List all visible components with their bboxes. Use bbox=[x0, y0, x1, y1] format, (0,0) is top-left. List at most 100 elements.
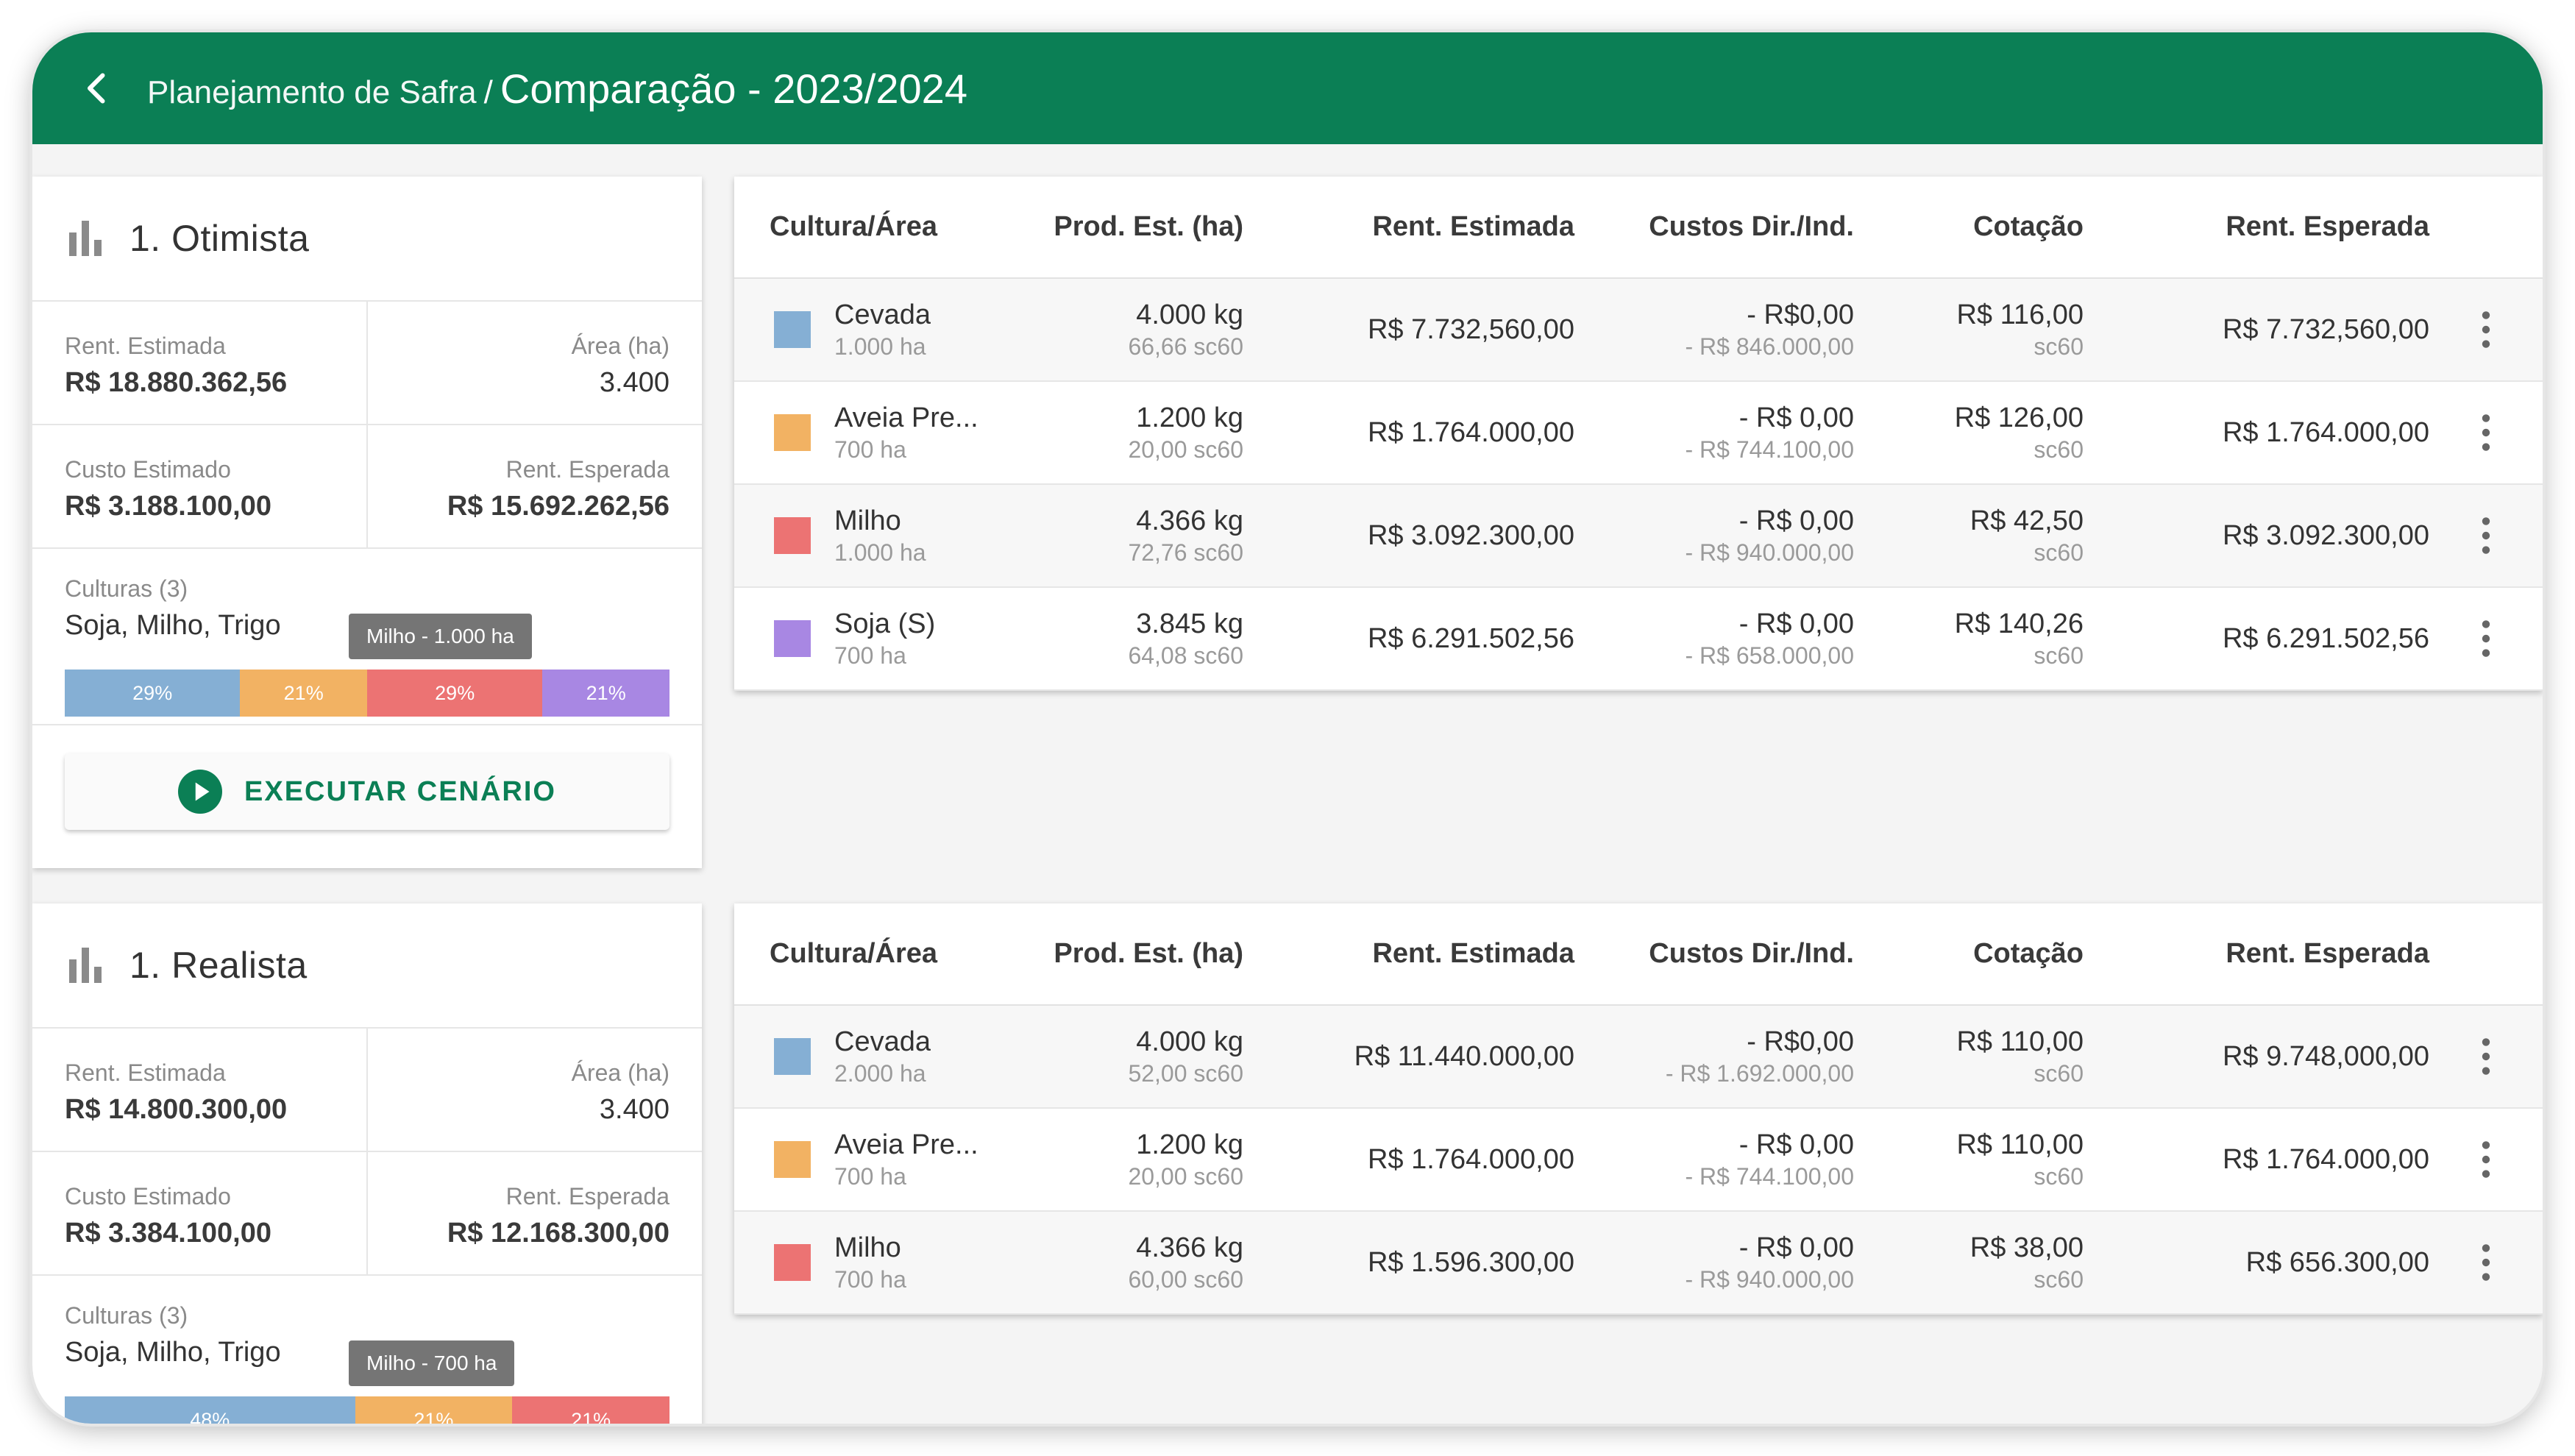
exec-wrap: EXECUTAR CENÁRIO bbox=[32, 725, 702, 848]
rent-estimada-cell: R$ 1.764.000,00 bbox=[1243, 381, 1574, 485]
custos-value: - R$ 0,00 bbox=[1738, 1129, 1854, 1160]
segment-tooltip: Milho - 1.000 ha bbox=[349, 614, 532, 659]
field-label: Custo Estimado bbox=[65, 1183, 231, 1210]
prod-sc60: 52,00 sc60 bbox=[1128, 1060, 1243, 1087]
cotacao-cell: R$ 110,00 sc60 bbox=[1854, 1005, 2084, 1109]
column-header[interactable]: Cotação bbox=[1854, 903, 2084, 1006]
custos-cell: - R$ 0,00 - R$ 744.100,00 bbox=[1574, 1108, 1854, 1212]
rent-esperada-value: R$ 1.764.000,00 bbox=[2222, 416, 2429, 448]
more-vert-icon[interactable] bbox=[2429, 279, 2543, 380]
culture-area: 700 ha bbox=[834, 1266, 906, 1293]
share-segment[interactable]: 21% bbox=[542, 670, 670, 717]
table-row[interactable]: Aveia Pre... 700 ha 1.200 kg 20,00 sc60 R$ 1… bbox=[734, 1108, 2543, 1212]
rent-estimada-value: R$ 1.764.000,00 bbox=[1367, 1143, 1574, 1175]
culture-area: 700 ha bbox=[834, 1163, 906, 1190]
rent-estimada-cell: R$ 1.764.000,00 bbox=[1243, 1108, 1574, 1212]
culture-cell: Milho 1.000 ha bbox=[734, 484, 1043, 588]
more-vert-icon[interactable] bbox=[2429, 382, 2543, 483]
table-row[interactable]: Cevada 1.000 ha 4.000 kg 66,66 sc60 R$ 7.732… bbox=[734, 278, 2543, 382]
field-label: Área (ha) bbox=[571, 333, 670, 359]
table-row[interactable]: Aveia Pre... 700 ha 1.200 kg 20,00 sc60 R$ 1… bbox=[734, 381, 2543, 485]
rent-esperada-cell: R$ 9.748,000,00 bbox=[2084, 1005, 2429, 1109]
breadcrumb-parent[interactable]: Planejamento de Safra bbox=[147, 74, 477, 110]
culture-cell: Soja (S) 700 ha bbox=[734, 587, 1043, 691]
culture-color-swatch bbox=[774, 1141, 811, 1178]
culture-table-panel: Cultura/Área Prod. Est. (ha) Rent. Estim… bbox=[734, 903, 2543, 1315]
column-header[interactable]: Rent. Estimada bbox=[1243, 903, 1574, 1006]
share-segment[interactable]: 48% bbox=[65, 1396, 355, 1424]
cotacao-cell: R$ 38,00 sc60 bbox=[1854, 1211, 2084, 1315]
cotacao-unit: sc60 bbox=[2034, 1060, 2084, 1087]
share-segment[interactable]: 21% bbox=[240, 670, 367, 717]
bar-chart-icon bbox=[69, 221, 102, 256]
share-segment[interactable]: 29% bbox=[65, 670, 241, 717]
prod-sc60: 66,66 sc60 bbox=[1128, 333, 1243, 360]
more-vert-icon[interactable] bbox=[2429, 485, 2543, 586]
column-header[interactable]: Prod. Est. (ha) bbox=[1043, 903, 1243, 1006]
column-header[interactable]: Rent. Esperada bbox=[2084, 903, 2429, 1006]
cotacao-unit: sc60 bbox=[2034, 539, 2084, 566]
table-row[interactable]: Milho 700 ha 4.366 kg 60,00 sc60 R$ 1.596.30… bbox=[734, 1211, 2543, 1315]
prod-cell: 1.200 kg 20,00 sc60 bbox=[1043, 381, 1243, 485]
more-vert-icon[interactable] bbox=[2429, 588, 2543, 689]
rent-esperada-cell: R$ 7.732,560,00 bbox=[2084, 278, 2429, 382]
custo-estimado-field: Custo Estimado R$ 3.384.100,00 bbox=[32, 1152, 366, 1274]
scenario-header: 1. Realista bbox=[32, 903, 702, 1029]
culturas-label: Culturas (3) bbox=[65, 1302, 188, 1329]
field-label: Rent. Estimada bbox=[65, 1059, 226, 1086]
culture-area: 2.000 ha bbox=[834, 1060, 926, 1087]
table-header-row: Cultura/Área Prod. Est. (ha) Rent. Estim… bbox=[734, 177, 2543, 279]
prod-cell: 4.366 kg 60,00 sc60 bbox=[1043, 1211, 1243, 1315]
culture-name: Aveia Pre... bbox=[834, 402, 979, 433]
more-vert-icon[interactable] bbox=[2429, 1109, 2543, 1210]
table-row[interactable]: Soja (S) 700 ha 3.845 kg 64,08 sc60 R$ 6.291… bbox=[734, 587, 2543, 691]
table-row[interactable]: Cevada 2.000 ha 4.000 kg 52,00 sc60 R$ 11.44… bbox=[734, 1005, 2543, 1109]
share-segment[interactable]: 21% bbox=[355, 1396, 513, 1424]
culture-color-swatch bbox=[774, 311, 811, 348]
table-header-row: Cultura/Área Prod. Est. (ha) Rent. Estim… bbox=[734, 903, 2543, 1006]
share-segment[interactable]: 21% bbox=[512, 1396, 670, 1424]
prod-cell: 1.200 kg 20,00 sc60 bbox=[1043, 1108, 1243, 1212]
prod-value: 4.366 kg bbox=[1136, 505, 1243, 536]
back-arrow-icon[interactable] bbox=[75, 66, 119, 110]
culture-color-swatch bbox=[774, 414, 811, 451]
column-header[interactable]: Rent. Estimada bbox=[1243, 177, 1574, 279]
segment-tooltip: Milho - 700 ha bbox=[349, 1340, 515, 1386]
more-vert-icon[interactable] bbox=[2429, 1212, 2543, 1313]
column-header[interactable]: Prod. Est. (ha) bbox=[1043, 177, 1243, 279]
cotacao-unit: sc60 bbox=[2034, 333, 2084, 360]
column-header[interactable]: Cultura/Área bbox=[734, 903, 1043, 1006]
rent-esperada-cell: R$ 6.291.502,56 bbox=[2084, 587, 2429, 691]
custos-value: - R$ 0,00 bbox=[1738, 608, 1854, 639]
culture-share-bar: 29% 21% 29% 21% bbox=[65, 670, 670, 717]
column-header[interactable]: Rent. Esperada bbox=[2084, 177, 2429, 279]
field-value: R$ 15.692.262,56 bbox=[447, 491, 670, 522]
custos-value: - R$0,00 bbox=[1747, 299, 1854, 330]
column-header[interactable]: Cotação bbox=[1854, 177, 2084, 279]
field-value: 3.400 bbox=[599, 367, 670, 398]
execute-scenario-button[interactable]: EXECUTAR CENÁRIO bbox=[65, 753, 670, 830]
rent-estimada-value: R$ 7.732,560,00 bbox=[1367, 313, 1574, 345]
custos-sub: - R$ 846.000,00 bbox=[1685, 333, 1855, 360]
actions-cell bbox=[2429, 484, 2543, 588]
scenario-summary-card: 1. Realista Rent. Estimada R$ 14.800.300… bbox=[32, 903, 702, 1424]
custos-value: - R$ 0,00 bbox=[1738, 505, 1854, 536]
rent-esperada-value: R$ 9.748,000,00 bbox=[2222, 1040, 2429, 1072]
field-label: Rent. Estimada bbox=[65, 333, 226, 359]
prod-value: 4.366 kg bbox=[1136, 1232, 1243, 1263]
custos-value: - R$0,00 bbox=[1747, 1026, 1854, 1057]
table-row[interactable]: Milho 1.000 ha 4.366 kg 72,76 sc60 R$ 3.092.… bbox=[734, 484, 2543, 588]
column-header[interactable]: Custos Dir./Ind. bbox=[1574, 177, 1854, 279]
share-segment[interactable]: 29% bbox=[367, 670, 543, 717]
more-vert-icon[interactable] bbox=[2429, 1006, 2543, 1107]
custos-cell: - R$ 0,00 - R$ 940.000,00 bbox=[1574, 484, 1854, 588]
column-header[interactable]: Custos Dir./Ind. bbox=[1574, 903, 1854, 1006]
column-header[interactable]: Cultura/Área bbox=[734, 177, 1043, 279]
cotacao-unit: sc60 bbox=[2034, 1163, 2084, 1190]
rent-estimada-value: R$ 3.092.300,00 bbox=[1367, 519, 1574, 551]
prod-sc60: 20,00 sc60 bbox=[1128, 1163, 1243, 1190]
actions-cell bbox=[2429, 587, 2543, 691]
rent-esperada-value: R$ 1.764.000,00 bbox=[2222, 1143, 2429, 1175]
rent-estimada-cell: R$ 6.291.502,56 bbox=[1243, 587, 1574, 691]
column-header-actions bbox=[2429, 903, 2543, 1006]
